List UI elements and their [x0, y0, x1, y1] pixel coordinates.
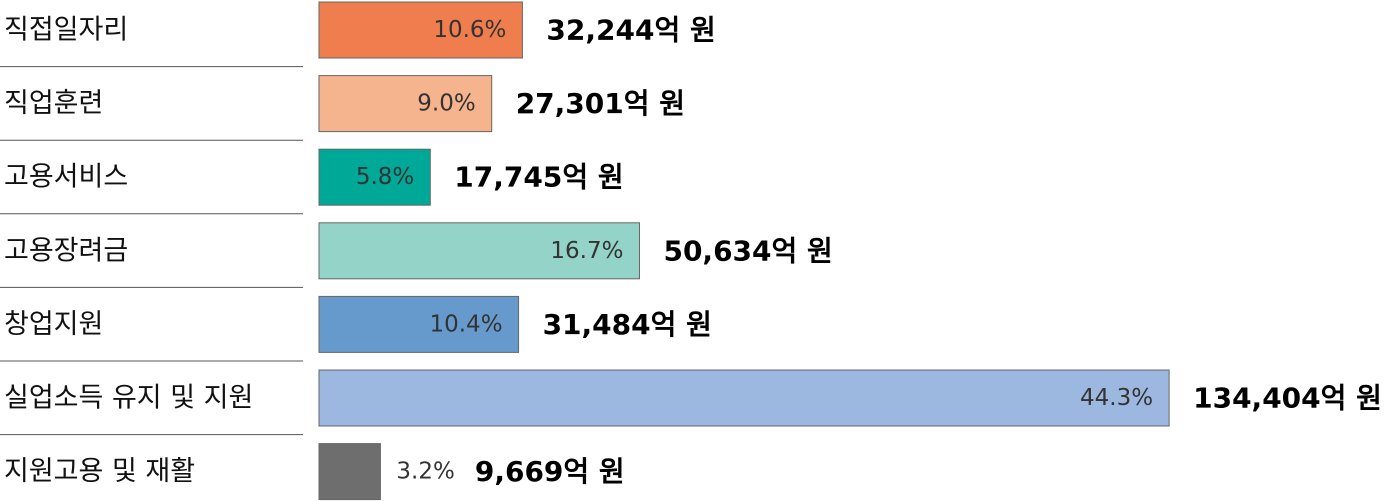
- amount-label: 27,301억 원: [516, 87, 685, 120]
- bar: [318, 148, 431, 206]
- value-label: 10.6%: [433, 17, 506, 43]
- category-label: 실업소득 유지 및 지원: [4, 383, 253, 414]
- value-label: 44.3%: [1080, 385, 1153, 411]
- bar: [318, 75, 493, 133]
- bar: [318, 222, 640, 280]
- category-label: 고용서비스: [4, 162, 128, 193]
- bar: [318, 443, 381, 501]
- value-label: 16.7%: [550, 238, 623, 264]
- category-label: 직접일자리: [4, 15, 128, 46]
- amount-label: 17,745억 원: [454, 161, 623, 194]
- amount-label: 9,669억 원: [475, 455, 625, 488]
- value-label: 10.4%: [429, 311, 502, 337]
- value-label: 3.2%: [396, 459, 454, 485]
- value-label: 9.0%: [417, 91, 475, 117]
- category-label: 지원고용 및 재활: [4, 456, 195, 487]
- category-label: 창업지원: [4, 309, 103, 340]
- amount-label: 134,404억 원: [1193, 382, 1382, 415]
- bar: [318, 369, 1170, 427]
- amount-label: 31,484억 원: [543, 308, 712, 341]
- amount-label: 50,634억 원: [663, 234, 832, 267]
- bar: [318, 1, 523, 59]
- amount-label: 32,244억 원: [546, 14, 715, 47]
- value-label: 5.8%: [356, 164, 414, 190]
- category-label: 직업훈련: [4, 88, 103, 119]
- bar: [318, 295, 520, 353]
- category-label: 고용장려금: [4, 235, 128, 266]
